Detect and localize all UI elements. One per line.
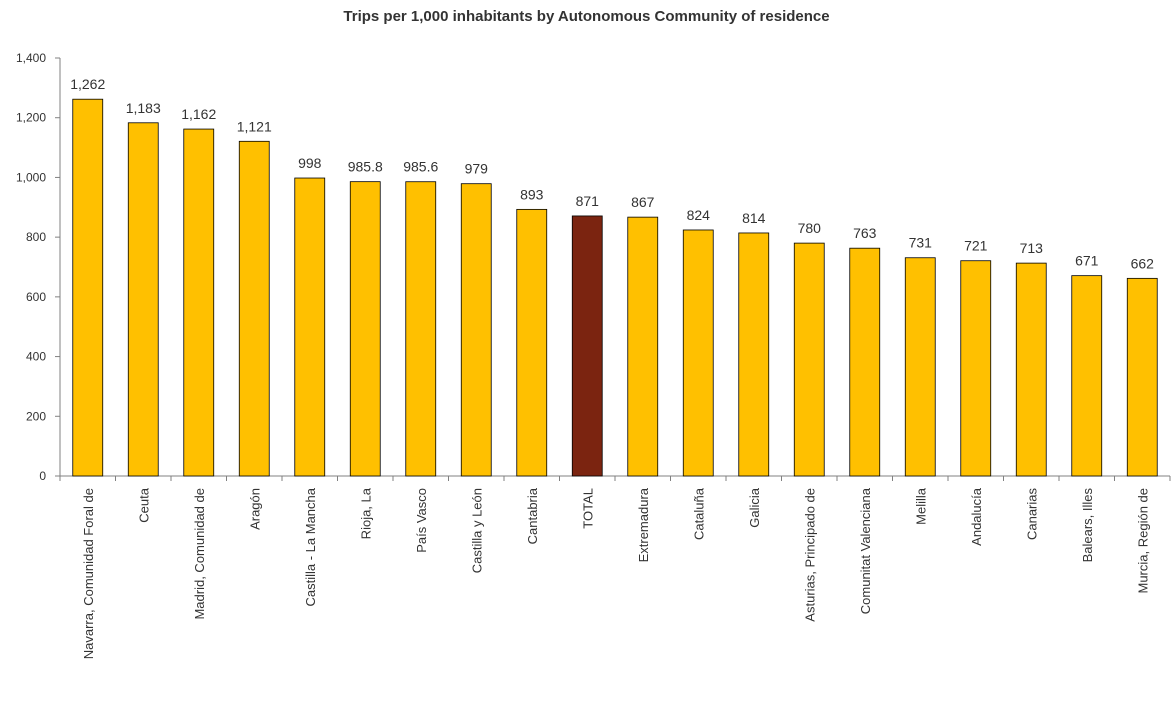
data-label: 871 (576, 193, 600, 209)
y-tick-label: 0 (39, 469, 46, 483)
chart-title: Trips per 1,000 inhabitants by Autonomou… (343, 8, 830, 25)
x-tick-label: Andalucía (969, 487, 984, 546)
bar-cantabria (516, 208, 548, 477)
bar-ceuta (127, 122, 159, 477)
x-tick-label: Madrid, Comunidad de (192, 488, 207, 620)
x-tick-label: Murcia, Región de (1135, 488, 1150, 594)
x-tick-label: TOTAL (580, 488, 595, 529)
x-tick-label: Ceuta (136, 487, 151, 522)
data-label: 671 (1075, 253, 1099, 269)
x-tick-label: Navarra, Comunidad Foral de (81, 488, 96, 659)
y-tick-label: 600 (26, 290, 46, 304)
data-label: 780 (798, 220, 822, 236)
x-tick-label: Melilla (913, 487, 928, 525)
bar-asturias-principado-de (793, 242, 825, 477)
bar-comunitat-valenciana (849, 247, 881, 477)
x-tick-label: Balears, Illes (1080, 488, 1095, 563)
y-tick-label: 1,400 (16, 51, 46, 65)
data-label: 731 (909, 235, 933, 251)
bar-extremadura (627, 216, 659, 477)
y-tick-label: 200 (26, 409, 46, 423)
x-tick-label: Rioja, La (358, 487, 373, 539)
x-tick-label: Castilla y León (469, 488, 484, 573)
x-tick-label: Comunitat Valenciana (858, 487, 873, 614)
y-tick-label: 400 (26, 350, 46, 364)
data-label: 1,121 (237, 118, 272, 134)
y-tick-label: 1,000 (16, 170, 46, 184)
bar-total (571, 215, 603, 477)
y-tick-label: 800 (26, 230, 46, 244)
bar-castilla-la-mancha (294, 177, 326, 477)
data-label: 985.6 (403, 159, 438, 175)
bar-galicia (738, 232, 770, 477)
bar-melilla (904, 257, 936, 477)
data-label: 893 (520, 186, 544, 202)
data-label: 1,262 (70, 76, 105, 92)
data-label: 814 (742, 210, 766, 226)
data-label: 1,183 (126, 100, 161, 116)
data-label: 713 (1020, 240, 1044, 256)
bar-madrid-comunidad-de (183, 128, 215, 477)
bar-murcia-regi-n-de (1126, 277, 1158, 477)
data-label: 763 (853, 225, 877, 241)
x-tick-label: Cantabria (525, 487, 540, 544)
data-label: 662 (1131, 255, 1155, 271)
x-tick-label: Castilla - La Mancha (303, 487, 318, 606)
data-label: 998 (298, 155, 322, 171)
bar-pa-s-vasco (405, 181, 437, 477)
bar-catalu-a (682, 229, 714, 477)
bar-arag-n (238, 140, 270, 477)
bar-navarra-comunidad-foral-de (72, 98, 104, 477)
x-tick-label: Asturias, Principado de (802, 488, 817, 622)
x-tick-label: País Vasco (414, 488, 429, 553)
bar-andaluc-a (960, 260, 992, 477)
data-label: 721 (964, 238, 988, 254)
bar-balears-illes (1071, 275, 1103, 477)
x-tick-label: Galicia (747, 487, 762, 528)
x-tick-label: Cataluña (691, 487, 706, 540)
x-tick-label: Extremadura (636, 487, 651, 562)
data-label: 824 (687, 207, 711, 223)
data-label: 1,162 (181, 106, 216, 122)
bar-canarias (1015, 262, 1047, 477)
data-label: 979 (465, 161, 489, 177)
bar-castilla-y-le-n (460, 183, 492, 477)
x-tick-label: Aragón (247, 488, 262, 530)
bar-rioja-la (349, 181, 381, 477)
y-tick-label: 1,200 (16, 111, 46, 125)
data-label: 867 (631, 194, 655, 210)
data-label: 985.8 (348, 159, 383, 175)
x-tick-label: Canarias (1024, 488, 1039, 541)
